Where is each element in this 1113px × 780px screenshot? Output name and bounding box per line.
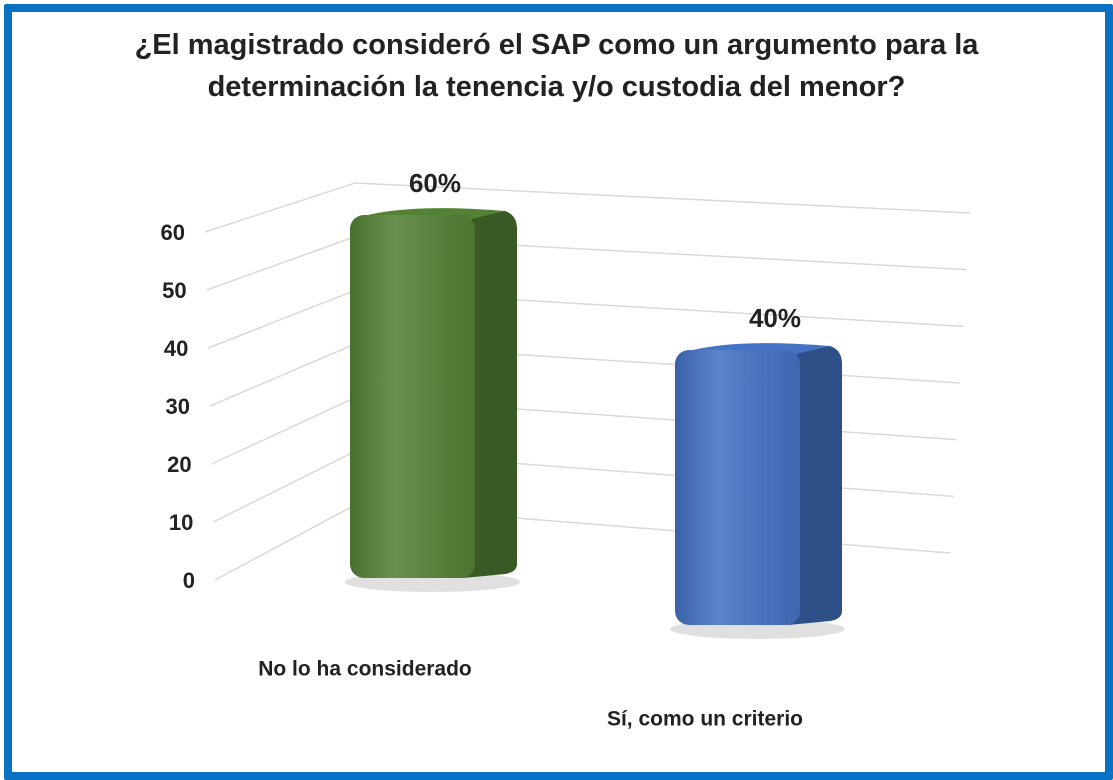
bar [670, 343, 845, 639]
bar-side [463, 211, 517, 578]
x-tick-label: Sí, como un criterio [607, 708, 803, 731]
grid-line [204, 182, 971, 233]
y-tick-label: 10 [169, 510, 193, 535]
bar-side [788, 346, 842, 625]
bar-front-shade [675, 350, 800, 625]
bar [345, 208, 520, 592]
grid-line [206, 235, 967, 291]
grid-line [208, 289, 964, 349]
grid-line [209, 343, 961, 407]
chart-title: ¿El magistrado consideró el SAP como un … [134, 29, 979, 103]
value-label: 40% [749, 303, 801, 333]
value-label: 60% [409, 168, 461, 198]
y-tick-label: 20 [167, 452, 191, 477]
y-tick-label: 30 [166, 394, 190, 419]
grid-line [211, 396, 957, 465]
bar-side-shade [788, 346, 842, 625]
bar-side-shade [463, 211, 517, 578]
chart-frame [4, 4, 1113, 780]
y-tick-label: 50 [162, 278, 186, 303]
title-box: ¿El magistrado consideró el SAP como un … [0, 24, 1113, 108]
bar-front-shade [350, 215, 475, 578]
grid-line [212, 450, 954, 523]
y-tick-label: 0 [183, 568, 195, 593]
x-tick-label: No lo ha considerado [258, 658, 472, 681]
y-tick-label: 60 [161, 220, 185, 245]
y-tick-label: 40 [164, 336, 188, 361]
